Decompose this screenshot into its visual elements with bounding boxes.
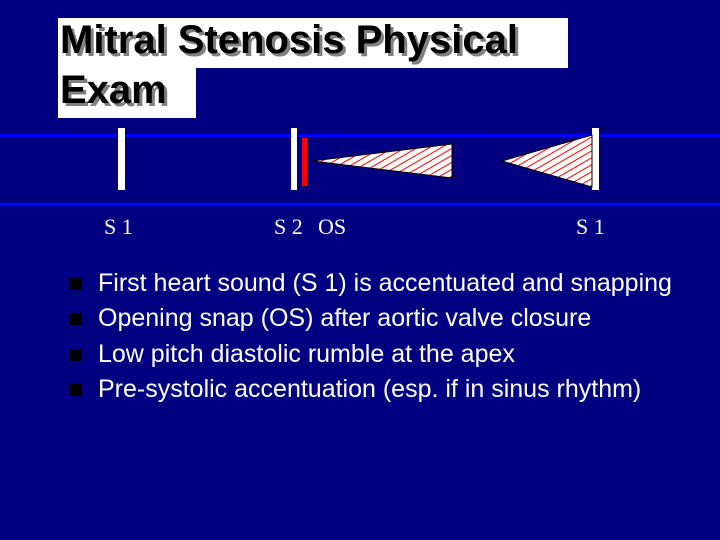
phono-label-s2: S 2 [274, 214, 303, 240]
bullet-item: Low pitch diastolic rumble at the apex [70, 339, 690, 370]
bullet-list: First heart sound (S 1) is accentuated a… [70, 268, 690, 409]
phono-label-os: OS [318, 214, 346, 240]
phono-label-s1b: S 1 [576, 214, 605, 240]
bullet-item: First heart sound (S 1) is accentuated a… [70, 268, 690, 299]
bullet-item: Pre-systolic accentuation (esp. if in si… [70, 374, 690, 405]
bullet-item: Opening snap (OS) after aortic valve clo… [70, 303, 690, 334]
phono-label-s1: S 1 [104, 214, 133, 240]
